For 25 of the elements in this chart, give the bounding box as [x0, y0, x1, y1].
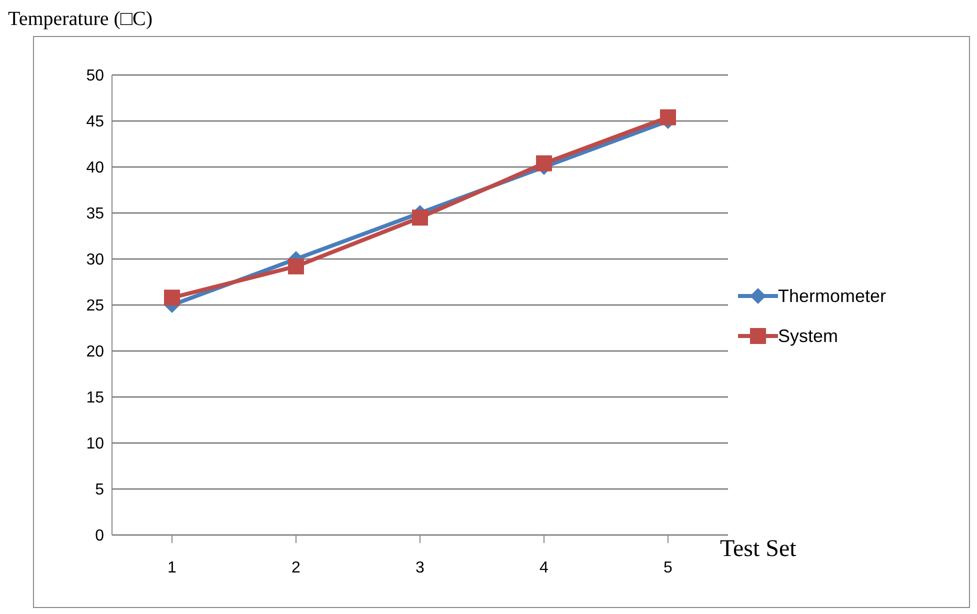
y-tick-label: 35	[86, 206, 104, 223]
x-tick-label: 1	[168, 559, 177, 576]
x-tick-label: 4	[540, 559, 549, 576]
y-tick-label: 10	[86, 436, 104, 453]
y-tick-label: 25	[86, 298, 104, 315]
x-axis-title: Test Set	[720, 536, 796, 563]
y-tick-label: 30	[86, 252, 104, 269]
point	[412, 210, 428, 226]
y-tick-label: 15	[86, 390, 104, 407]
x-tick-label: 2	[292, 559, 301, 576]
y-tick-label: 45	[86, 114, 104, 131]
y-tick-label: 20	[86, 344, 104, 361]
x-tick-label: 5	[664, 559, 673, 576]
y-tick-label: 5	[95, 482, 104, 499]
legend-label: System	[778, 326, 838, 346]
point	[164, 290, 180, 306]
point	[288, 258, 304, 274]
y-tick-label: 0	[95, 528, 104, 545]
legend-label: Thermometer	[778, 286, 886, 306]
point	[536, 155, 552, 172]
x-tick-label: 3	[416, 559, 425, 576]
y-tick-label: 50	[86, 68, 104, 85]
y-tick-label: 40	[86, 160, 104, 177]
point	[660, 109, 676, 126]
y-axis-title: Temperature (□C)	[8, 8, 153, 31]
